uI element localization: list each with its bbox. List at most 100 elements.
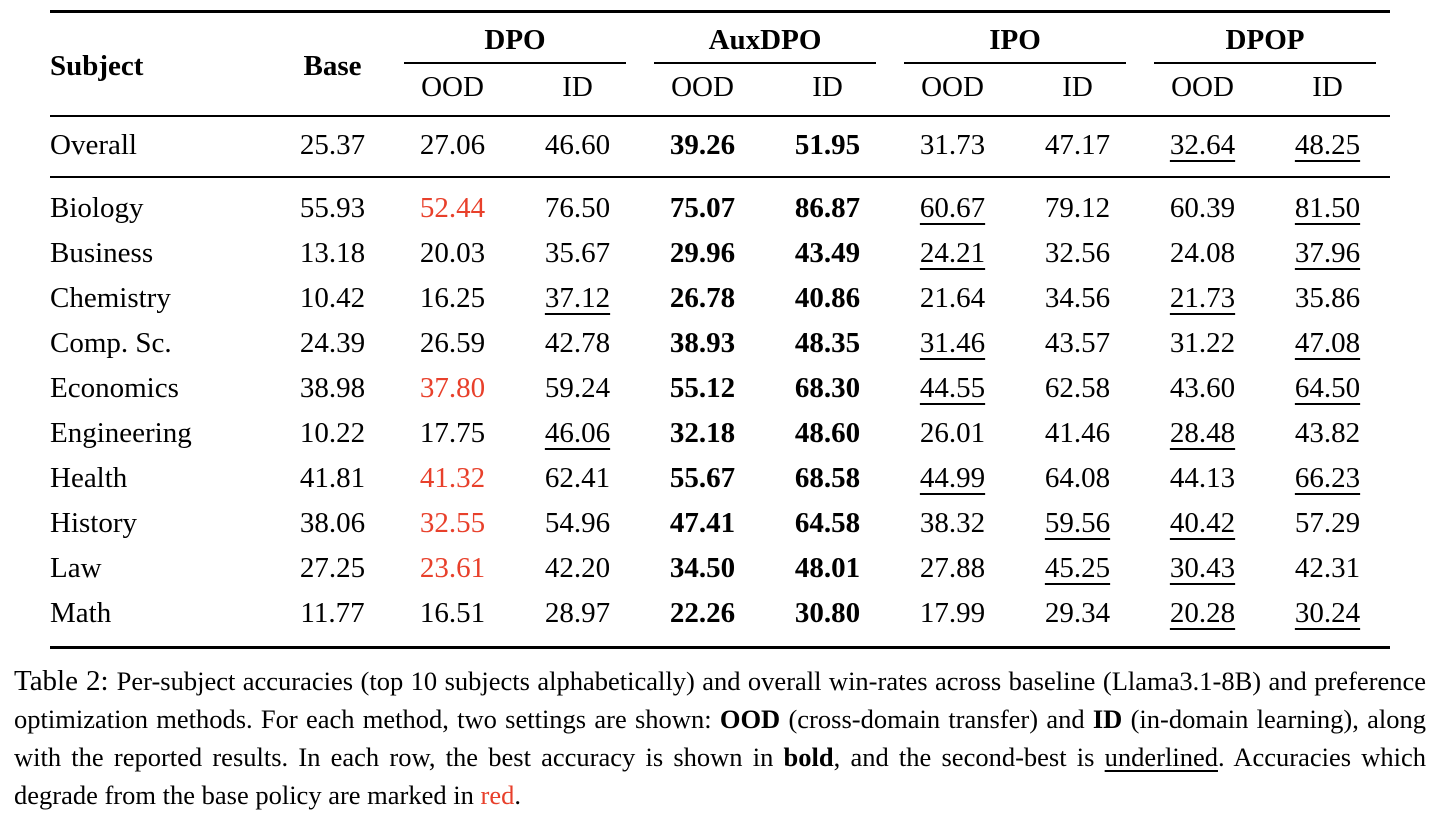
value-cell: 68.58	[765, 456, 890, 501]
header-base: Base	[275, 11, 390, 117]
value-text: 30.80	[794, 597, 861, 629]
value-cell: 48.35	[765, 321, 890, 366]
value-cell: 47.08	[1265, 321, 1390, 366]
value-cell: 42.20	[515, 546, 640, 591]
value-cell: 64.08	[1015, 456, 1140, 501]
value-text: 16.51	[419, 597, 486, 629]
header-dpo-id: ID	[515, 64, 640, 117]
value-cell: 76.50	[515, 177, 640, 231]
table-row-health: Health 41.81 41.32 62.41 55.67 68.58 44.99 64.0…	[50, 456, 1390, 501]
value-text: 60.67	[919, 192, 986, 224]
value-cell: 22.26	[640, 591, 765, 648]
value-text: 51.95	[794, 129, 861, 161]
value-text: 47.17	[1044, 129, 1111, 161]
value-text: 23.61	[419, 552, 486, 584]
value-cell: 21.64	[890, 276, 1015, 321]
value-cell: 21.73	[1140, 276, 1265, 321]
value-base: 38.98	[299, 372, 366, 404]
value-base: 10.42	[299, 282, 366, 314]
value-cell: 55.12	[640, 366, 765, 411]
value-text: 47.41	[669, 507, 736, 539]
value-text: 57.29	[1294, 507, 1361, 539]
value-cell: 42.78	[515, 321, 640, 366]
row-label: Overall	[50, 116, 275, 178]
value-text: 30.24	[1294, 597, 1361, 629]
value-cell: 42.31	[1265, 546, 1390, 591]
value-cell: 44.99	[890, 456, 1015, 501]
value-text: 30.43	[1169, 552, 1236, 584]
value-cell: 55.67	[640, 456, 765, 501]
value-text: 38.93	[669, 327, 736, 359]
value-cell: 30.80	[765, 591, 890, 648]
value-text: 17.99	[919, 597, 986, 629]
value-text: 48.60	[794, 417, 861, 449]
value-text: 48.01	[794, 552, 861, 584]
value-text: 48.35	[794, 327, 861, 359]
value-text: 54.96	[544, 507, 611, 539]
value-text: 34.50	[669, 552, 736, 584]
caption-text: bold	[783, 742, 834, 772]
value-cell: 47.17	[1015, 116, 1140, 178]
value-text: 27.06	[419, 129, 486, 161]
value-cell: 41.32	[390, 456, 515, 501]
value-text: 31.46	[919, 327, 986, 359]
value-text: 37.80	[419, 372, 486, 404]
value-cell: 54.96	[515, 501, 640, 546]
value-cell: 59.24	[515, 366, 640, 411]
table-row-law: Law 27.25 23.61 42.20 34.50 48.01 27.88 45.25 30…	[50, 546, 1390, 591]
value-cell: 17.75	[390, 411, 515, 456]
value-cell: 35.67	[515, 231, 640, 276]
value-text: 44.13	[1169, 462, 1236, 494]
value-text: 24.08	[1169, 237, 1236, 269]
caption-text: . Accuracies which degrade from the base…	[14, 742, 1426, 810]
table-row-comp-sc-: Comp. Sc. 24.39 26.59 42.78 38.93 48.35 31.46 4…	[50, 321, 1390, 366]
value-cell: 29.96	[640, 231, 765, 276]
value-cell: 62.41	[515, 456, 640, 501]
row-label: Health	[50, 462, 128, 494]
value-text: 26.01	[919, 417, 986, 449]
table-header: Subject Base DPO AuxDPO IPO DPOP OOD ID OOD ID OOD…	[50, 11, 1390, 117]
value-text: 59.24	[544, 372, 611, 404]
caption-text: ID	[1092, 704, 1123, 734]
value-cell: 43.57	[1015, 321, 1140, 366]
value-base: 55.93	[299, 192, 366, 224]
value-cell: 38.93	[640, 321, 765, 366]
value-cell: 26.78	[640, 276, 765, 321]
value-cell: 40.42	[1140, 501, 1265, 546]
value-text: 44.55	[919, 372, 986, 404]
value-text: 32.55	[419, 507, 486, 539]
value-cell: 24.08	[1140, 231, 1265, 276]
value-text: 41.46	[1044, 417, 1111, 449]
value-text: 47.08	[1294, 327, 1361, 359]
value-cell: 26.59	[390, 321, 515, 366]
value-text: 75.07	[669, 192, 736, 224]
table-row-biology: Biology 55.93 52.44 76.50 75.07 86.87 60.67 79.…	[50, 177, 1390, 231]
value-text: 40.42	[1169, 507, 1236, 539]
table-row-overall: Overall 25.37 27.06 46.60 39.26 51.95 31.73 47.…	[50, 116, 1390, 178]
value-cell: 16.51	[390, 591, 515, 648]
value-text: 64.58	[794, 507, 861, 539]
row-label: Business	[50, 237, 154, 269]
caption-label: Table 2:	[14, 665, 117, 697]
value-base: 41.81	[299, 462, 366, 494]
value-text: 40.86	[794, 282, 861, 314]
value-cell: 23.61	[390, 546, 515, 591]
value-text: 52.44	[419, 192, 486, 224]
row-label: Chemistry	[50, 282, 171, 314]
header-ipo-id: ID	[1015, 64, 1140, 117]
value-text: 28.97	[544, 597, 611, 629]
results-table: Subject Base DPO AuxDPO IPO DPOP OOD ID OOD ID OOD…	[50, 10, 1390, 649]
value-text: 35.86	[1294, 282, 1361, 314]
value-text: 62.41	[544, 462, 611, 494]
value-cell: 79.12	[1015, 177, 1140, 231]
value-cell: 44.55	[890, 366, 1015, 411]
table-row-engineering: Engineering 10.22 17.75 46.06 32.18 48.60 26.0…	[50, 411, 1390, 456]
value-cell: 62.58	[1015, 366, 1140, 411]
header-dpop-ood: OOD	[1140, 64, 1265, 117]
value-cell: 46.06	[515, 411, 640, 456]
value-cell: 31.46	[890, 321, 1015, 366]
value-cell: 32.64	[1140, 116, 1265, 178]
value-cell: 26.01	[890, 411, 1015, 456]
value-cell: 27.88	[890, 546, 1015, 591]
